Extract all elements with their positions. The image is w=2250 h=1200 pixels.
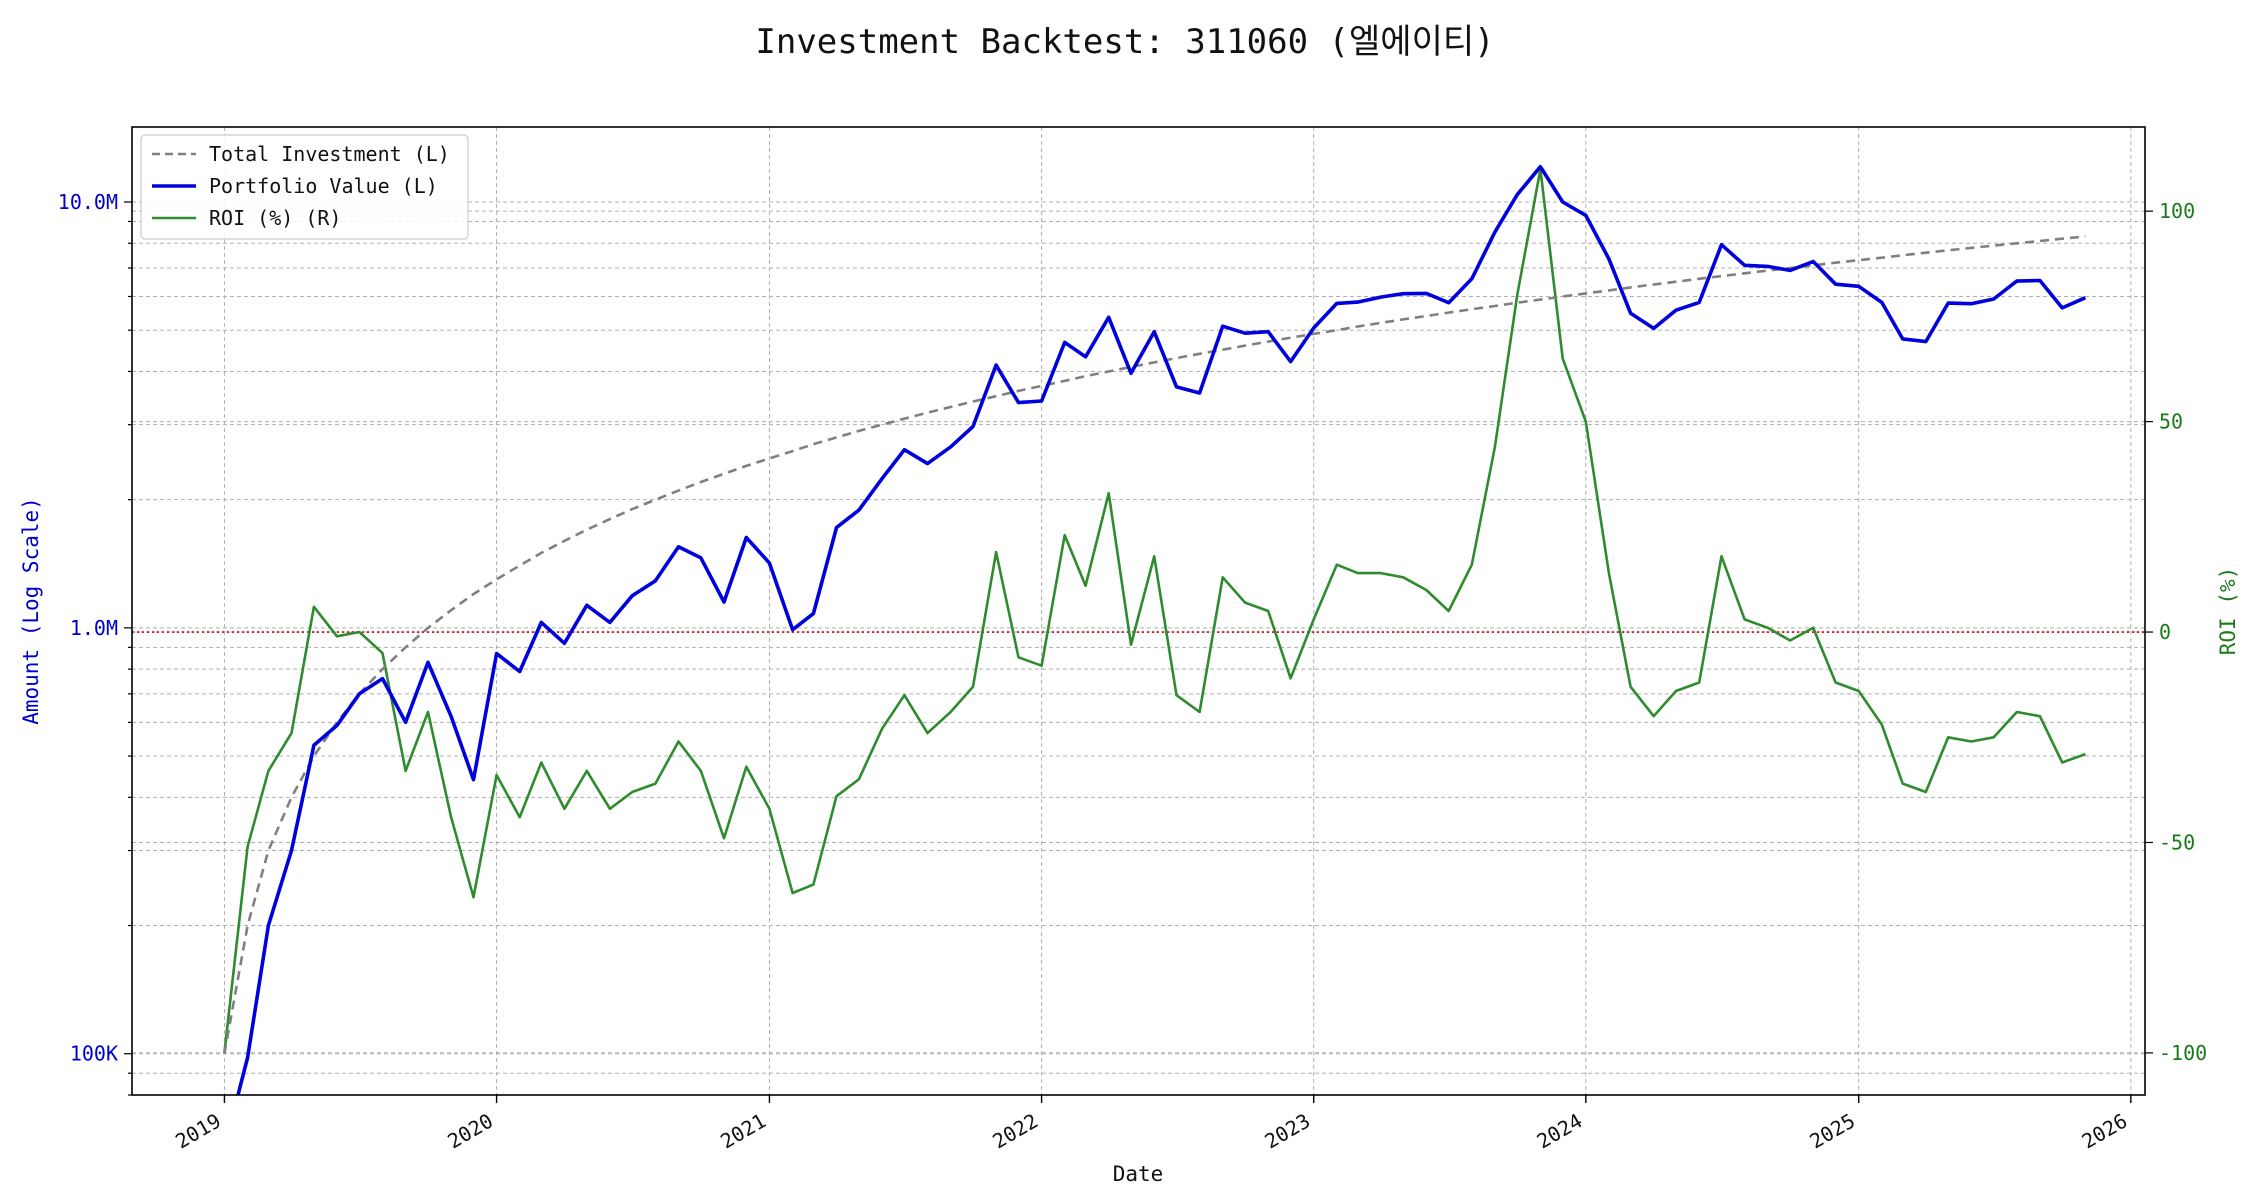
y-left-tick-label: 100K	[70, 1042, 118, 1066]
roi-line	[223, 167, 2086, 1054]
y-right-tick-label: -100	[2159, 1041, 2207, 1065]
y-axis-right-label: ROI (%)	[2216, 567, 2240, 656]
y-left-tick-label: 1.0M	[70, 616, 118, 640]
x-tick-label: 2020	[443, 1109, 497, 1154]
portfolio-value-line	[236, 164, 2087, 1095]
total-investment-line	[223, 235, 2086, 1054]
y-right-tick-label: 50	[2159, 410, 2183, 434]
y-axis-left-label: Amount (Log Scale)	[19, 497, 43, 725]
x-axis-label: Date	[1113, 1162, 1164, 1186]
x-tick-label: 2021	[716, 1109, 770, 1154]
x-tick-label: 2026	[2078, 1109, 2132, 1154]
series-lines	[223, 164, 2087, 1095]
legend-box	[140, 134, 469, 240]
grid-lines	[132, 127, 2145, 1096]
plot-frame	[131, 126, 2146, 1096]
x-tick-label: 2024	[1533, 1109, 1587, 1154]
x-tick-label: 2025	[1805, 1109, 1859, 1154]
y-right-tick-label: 100	[2159, 199, 2195, 223]
x-tick-label: 2019	[171, 1109, 225, 1154]
legend-label-roi: ROI (%) (R)	[209, 206, 341, 230]
x-tick-label: 2022	[988, 1109, 1042, 1154]
chart-title: Investment Backtest: 311060 (엘에이티)	[755, 22, 1495, 62]
y-right-tick-label: 0	[2159, 620, 2171, 644]
legend-label-portfolio-value: Portfolio Value (L)	[209, 174, 438, 198]
x-tick-label: 2023	[1260, 1109, 1314, 1154]
legend: Total Investment (L) Portfolio Value (L)…	[140, 134, 469, 240]
y-right-tick-label: -50	[2159, 830, 2195, 854]
y-left-tick-label: 10.0M	[58, 190, 118, 214]
legend-label-total-investment: Total Investment (L)	[209, 142, 450, 166]
